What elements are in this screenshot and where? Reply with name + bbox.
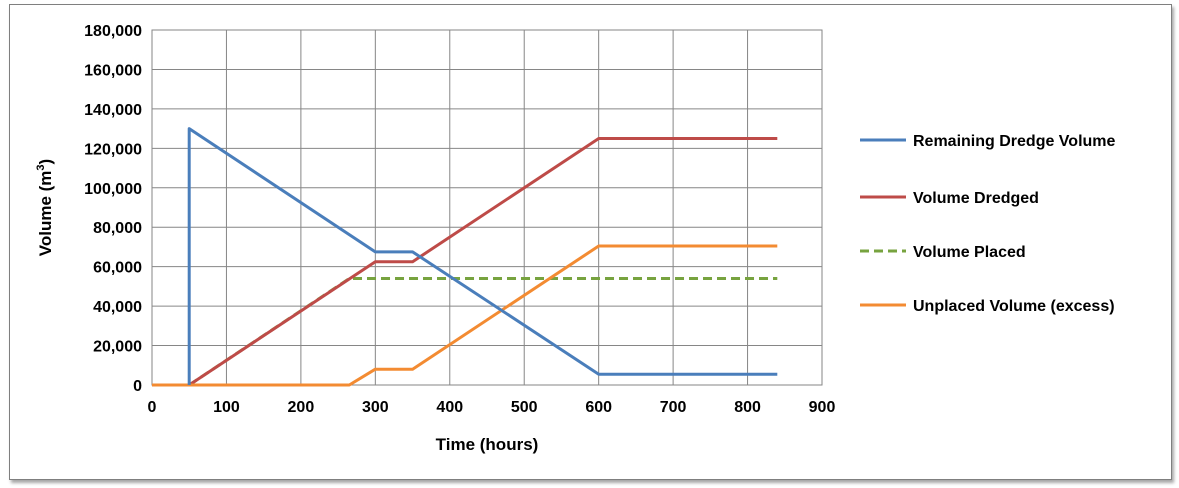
legend-label: Remaining Dredge Volume (913, 133, 1116, 150)
x-tick-label: 100 (213, 399, 240, 416)
y-tick-label: 20,000 (93, 339, 142, 356)
legend-label: Volume Dredged (913, 190, 1039, 207)
y-tick-label: 160,000 (84, 62, 142, 79)
y-tick-label: 140,000 (84, 102, 142, 119)
x-tick-label: 600 (585, 399, 612, 416)
y-axis-title-superscript: 3 (35, 164, 47, 170)
y-axis-title: Volume (m3) (35, 159, 55, 256)
legend-label: Unplaced Volume (excess) (913, 298, 1115, 315)
legend: Remaining Dredge Volume Volume Dredged Vol… (860, 133, 1116, 315)
x-tick-label: 900 (809, 399, 836, 416)
chart-frame (9, 4, 1172, 480)
y-tick-label: 100,000 (84, 181, 142, 198)
series-line-remaining-dredge-volume (187, 127, 778, 385)
x-tick-label: 400 (436, 399, 463, 416)
x-tick-label: 500 (511, 399, 538, 416)
series-line-volume-dredged (188, 137, 778, 387)
y-tick-label: 80,000 (93, 220, 142, 237)
legend-label: Volume Placed (913, 244, 1026, 261)
y-axis-title-end: ) (36, 159, 55, 165)
x-axis-ticks: 0 100 200 300 400 500 600 700 800 900 (148, 399, 836, 416)
x-axis-title: Time (hours) (436, 435, 539, 454)
y-tick-label: 0 (133, 378, 142, 395)
y-tick-label: 60,000 (93, 260, 142, 277)
y-tick-label: 120,000 (84, 141, 142, 158)
plot-area-border (151, 29, 823, 386)
series-lines (152, 127, 778, 387)
y-axis-ticks: 0 20,000 40,000 60,000 80,000 100,000 120,000 1… (84, 23, 142, 395)
y-tick-label: 180,000 (84, 23, 142, 40)
y-axis-title-main: Volume (m (36, 171, 55, 257)
series-line-unplaced-volume-excess (152, 244, 778, 387)
x-tick-label: 700 (660, 399, 687, 416)
x-tick-label: 800 (734, 399, 761, 416)
y-tick-label: 40,000 (93, 299, 142, 316)
x-tick-label: 200 (288, 399, 315, 416)
series-line-volume-placed (188, 277, 778, 387)
gridlines (151, 29, 823, 386)
x-tick-label: 0 (148, 399, 157, 416)
x-tick-label: 300 (362, 399, 389, 416)
